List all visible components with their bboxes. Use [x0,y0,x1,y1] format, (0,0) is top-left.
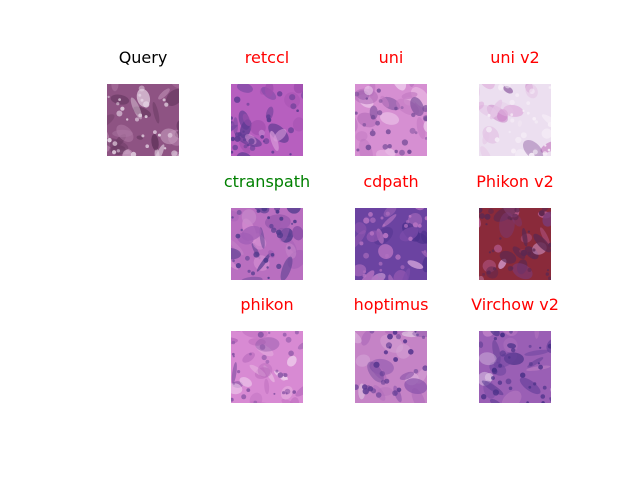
result-title: uni [378,48,404,67]
result-image [355,208,427,280]
tissue-texture [231,331,303,403]
tissue-texture [231,208,303,280]
tissue-texture [479,331,551,403]
tissue-texture [479,84,551,156]
result-image [355,331,427,403]
result-image [479,84,551,156]
result-title: phikon [240,295,294,314]
tissue-texture [355,208,427,280]
tissue-texture [479,208,551,280]
tissue-texture [107,84,179,156]
result-image [231,208,303,280]
result-image [231,331,303,403]
query-title: Query [118,48,168,67]
result-title: hoptimus [353,295,429,314]
result-title: cdpath [363,172,419,191]
query-image [107,84,179,156]
result-title: uni v2 [490,48,540,67]
result-title: Virchow v2 [471,295,559,314]
result-image [479,208,551,280]
tissue-texture [231,84,303,156]
tissue-texture [355,84,427,156]
result-title: retccl [244,48,290,67]
result-title: ctranspath [223,172,311,191]
result-title: Phikon v2 [476,172,554,191]
tissue-texture [355,331,427,403]
result-image [479,331,551,403]
result-image [355,84,427,156]
result-image [231,84,303,156]
